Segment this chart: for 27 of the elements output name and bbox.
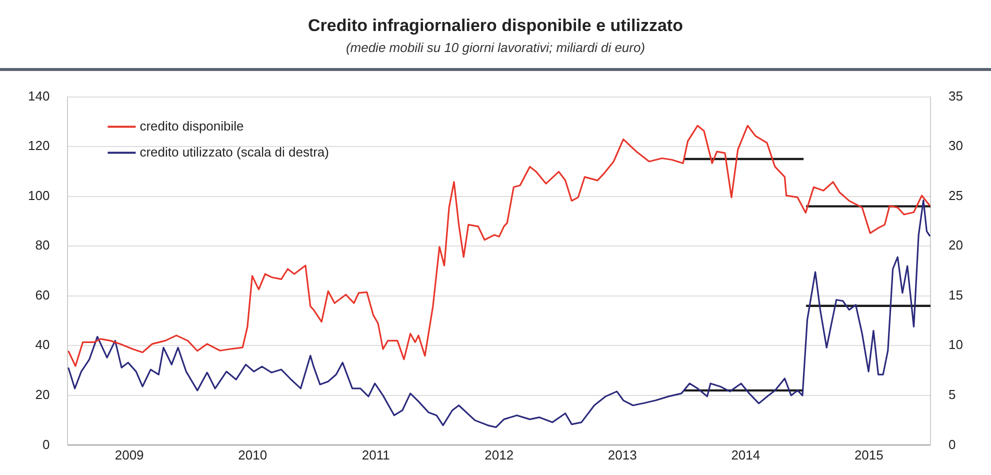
y2-tick-label: 15 xyxy=(948,287,964,302)
y-tick-label: 0 xyxy=(42,436,50,452)
chart-title: Credito infragiornaliero disponibile e utilizzato xyxy=(307,16,684,36)
y-tick-label: 40 xyxy=(35,337,50,352)
y-tick-label: 100 xyxy=(28,188,50,203)
y-tick-label: 20 xyxy=(35,387,50,402)
x-tick-label: 2009 xyxy=(114,448,144,463)
y2-tick-label: 5 xyxy=(948,387,956,402)
y-tick-label: 120 xyxy=(28,138,50,154)
chart-subtitle: (medie mobili su 10 giorni lavorativi; miliardi di euro) xyxy=(344,40,646,55)
y2-tick-label: 10 xyxy=(948,337,964,352)
y-tick-label: 80 xyxy=(35,238,50,253)
x-tick-label: 2013 xyxy=(608,448,637,463)
x-tick-label: 2011 xyxy=(362,448,390,463)
x-tick-label: 2010 xyxy=(238,448,268,463)
legend-label: credito disponibile xyxy=(140,118,244,134)
x-tick-label: 2012 xyxy=(484,448,514,463)
y2-tick-label: 20 xyxy=(948,238,964,253)
y2-tick-label: 25 xyxy=(948,188,964,203)
y2-tick-label: 35 xyxy=(948,88,964,104)
x-tick-label: 2014 xyxy=(731,448,760,463)
legend-label: credito utilizzato (scala di destra) xyxy=(140,144,329,160)
x-tick-label: 2015 xyxy=(854,448,884,463)
y-tick-label: 60 xyxy=(35,287,50,302)
y2-tick-label: 0 xyxy=(948,436,956,452)
y2-tick-label: 30 xyxy=(948,138,964,154)
y-tick-label: 140 xyxy=(28,88,50,104)
